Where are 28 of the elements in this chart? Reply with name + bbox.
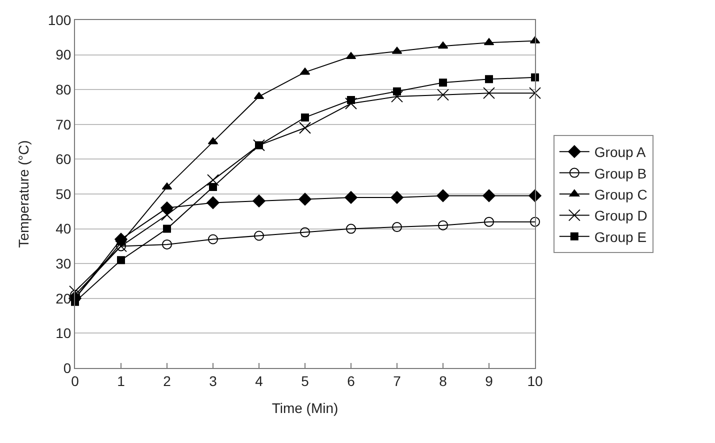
x-tick-label: 10 <box>527 372 543 389</box>
y-tick-label: 60 <box>56 151 72 168</box>
legend-label: Group B <box>594 165 647 182</box>
legend-label: Group E <box>594 228 647 245</box>
y-tick-label: 40 <box>56 220 72 237</box>
y-axis-title: Temperature (°C) <box>15 140 32 248</box>
x-tick-label: 6 <box>347 372 356 389</box>
y-tick-label: 90 <box>56 46 72 63</box>
legend-label: Group C <box>594 186 648 202</box>
x-tick-label: 7 <box>393 372 402 389</box>
y-tick-label: 80 <box>56 82 72 98</box>
x-tick-label: 4 <box>255 372 264 389</box>
y-tick-label: 100 <box>48 12 72 28</box>
x-tick-label: 2 <box>163 372 172 389</box>
x-tick-label: 3 <box>209 372 218 389</box>
y-tick-label: 70 <box>56 116 72 132</box>
y-tick-label: 20 <box>56 290 72 306</box>
y-tick-label: 30 <box>56 256 72 272</box>
legend-label: Group D <box>594 208 648 224</box>
y-tick-label: 10 <box>56 325 72 342</box>
y-tick-label: 50 <box>56 186 72 202</box>
x-tick-label: 5 <box>301 372 310 389</box>
x-tick-label: 9 <box>485 372 494 389</box>
y-tick-label: 0 <box>63 360 72 376</box>
x-tick-label: 8 <box>439 372 448 389</box>
x-axis-title: Time (Min) <box>272 400 338 416</box>
x-tick-label: 1 <box>117 372 126 389</box>
legend-label: Group A <box>594 144 646 160</box>
